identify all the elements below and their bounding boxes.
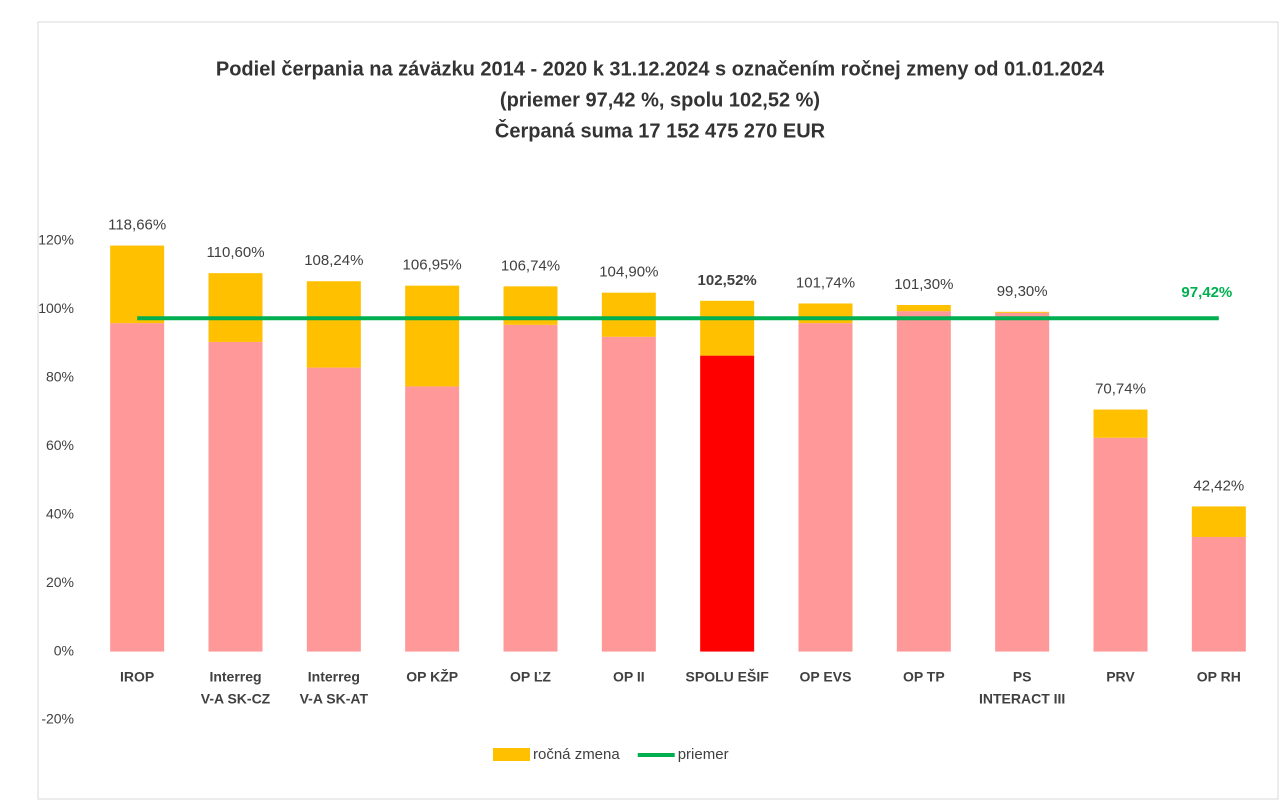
average-label: 97,42%	[1181, 284, 1232, 301]
total-label: 106,95%	[403, 257, 462, 274]
y-tick-label: 120%	[38, 232, 74, 248]
total-label: 104,90%	[599, 264, 658, 281]
x-tick-label: Interreg	[209, 669, 261, 685]
total-label: 118,66%	[108, 217, 166, 234]
y-tick-label: 40%	[46, 505, 74, 521]
bar-segment	[601, 336, 656, 652]
bar-segment	[1093, 437, 1148, 652]
x-tick-label: PS	[1013, 669, 1032, 685]
chart-title: Podiel čerpania na záväzku 2014 - 2020 k…	[216, 58, 1105, 80]
total-label: 102,52%	[698, 272, 757, 289]
chart-title: (priemer 97,42 %, spolu 102,52 %)	[500, 89, 820, 111]
bar-segment	[601, 292, 656, 337]
y-tick-label: -20%	[41, 711, 74, 727]
bar-segment	[700, 300, 755, 356]
x-tick-label: OP EVS	[800, 669, 852, 685]
bar-segment	[110, 245, 165, 324]
y-tick-label: 60%	[46, 437, 74, 453]
bar-segment	[798, 323, 853, 652]
x-tick-label: V-A SK-CZ	[201, 691, 271, 707]
chart-title: Čerpaná suma 17 152 475 270 EUR	[495, 118, 826, 142]
total-label: 106,74%	[501, 257, 560, 274]
x-tick-label: V-A SK-AT	[300, 691, 369, 707]
x-tick-label: INTERACT III	[979, 691, 1065, 707]
x-tick-label: IROP	[120, 669, 154, 685]
total-label: 101,74%	[796, 274, 855, 291]
bar-segment	[700, 355, 755, 652]
bar-segment	[208, 273, 263, 342]
bar-segment	[306, 281, 361, 368]
legend-label: ročná zmena	[533, 746, 620, 763]
bar-segment	[995, 312, 1050, 652]
x-tick-label: OP KŽP	[406, 668, 458, 685]
bar-segment	[503, 324, 558, 652]
bar-segment	[405, 386, 460, 652]
bar-segment	[405, 285, 460, 387]
x-tick-label: PRV	[1106, 669, 1135, 685]
legend-swatch	[493, 748, 530, 761]
x-tick-label: OP ĽZ	[510, 669, 551, 685]
bar-segment	[1093, 409, 1148, 438]
total-label: 99,30%	[997, 283, 1048, 300]
x-tick-label: OP RH	[1197, 669, 1241, 685]
bar-segment	[110, 323, 165, 652]
legend-label: priemer	[678, 746, 729, 763]
y-tick-label: 0%	[54, 642, 74, 658]
total-label: 108,24%	[304, 252, 363, 269]
bar-segment	[896, 311, 951, 652]
bar-segment	[208, 341, 263, 652]
total-label: 70,74%	[1095, 381, 1146, 398]
x-tick-label: OP II	[613, 669, 645, 685]
bar-segment	[1191, 506, 1246, 537]
bar-segment	[896, 304, 951, 312]
bar-segment	[1191, 536, 1246, 652]
x-tick-label: Interreg	[308, 669, 360, 685]
total-label: 101,30%	[894, 276, 953, 293]
y-tick-label: 100%	[38, 300, 74, 316]
y-tick-label: 20%	[46, 574, 74, 590]
total-label: 110,60%	[206, 244, 264, 261]
y-tick-label: 80%	[46, 369, 74, 385]
bar-segment	[306, 367, 361, 652]
x-tick-label: SPOLU EŠIF	[686, 668, 770, 685]
x-tick-label: OP TP	[903, 669, 945, 685]
total-label: 42,42%	[1193, 477, 1244, 494]
bar-segment	[995, 311, 1050, 313]
